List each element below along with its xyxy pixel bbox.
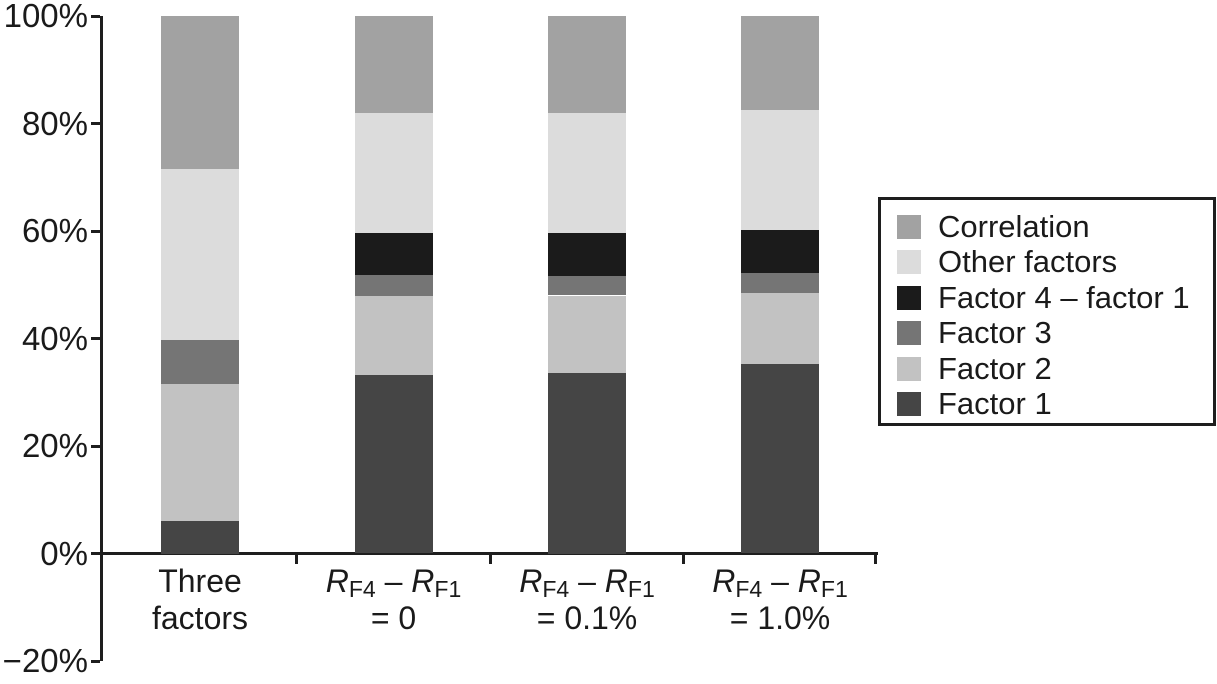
bar-segment: [741, 16, 819, 111]
x-category-label-part: Three: [158, 563, 242, 599]
x-category-label-part: R: [519, 563, 543, 599]
x-category-label-part: –: [375, 563, 412, 599]
legend-item: Factor 3: [897, 316, 1213, 352]
x-category-label-line: RF4 – RF1: [487, 563, 687, 603]
legend-item: Correlation: [897, 209, 1213, 245]
y-axis-tick-label: 60%: [21, 212, 88, 249]
bar-segment: [548, 373, 626, 554]
x-category-label-part: –: [762, 563, 798, 599]
x-category-label-part: F4: [348, 576, 376, 603]
bar-segment: [161, 383, 239, 522]
x-category-label-part: R: [604, 563, 628, 599]
bar-segment: [741, 293, 819, 365]
y-axis-tick: [91, 659, 100, 663]
legend-label: Factor 1: [938, 386, 1052, 422]
legend-item: Factor 4 – factor 1: [897, 280, 1213, 316]
x-category-label-part: F1: [627, 576, 655, 603]
x-axis-tick: [295, 552, 298, 564]
y-axis-line: [100, 16, 103, 661]
bar-segment: [161, 521, 239, 554]
bar-segment: [354, 296, 433, 375]
bar-segment: [161, 339, 239, 384]
legend-swatch: [897, 321, 921, 346]
bar-segment: [354, 374, 433, 554]
y-axis-tick: [91, 552, 100, 555]
x-category-label-line: factors: [100, 600, 300, 637]
legend-label: Factor 2: [938, 350, 1052, 386]
x-axis-tick: [682, 552, 685, 564]
legend-swatch: [897, 392, 921, 417]
legend-swatch: [897, 250, 921, 275]
legend-item: Factor 2: [897, 351, 1213, 387]
x-category-label-line: RF4 – RF1: [294, 563, 494, 603]
bar-segment: [548, 233, 626, 277]
bar-segment: [741, 229, 819, 274]
x-category-label: RF4 – RF1 = 0: [294, 563, 494, 637]
legend-label: Factor 4 – factor 1: [938, 279, 1190, 315]
y-axis-tick: [91, 14, 100, 18]
y-axis-tick-label: 80%: [21, 104, 88, 142]
bar-segment: [741, 273, 819, 294]
x-category-label-line: RF4 – RF1: [680, 563, 880, 603]
legend-item: Other factors: [897, 245, 1213, 281]
bar-segment: [548, 16, 626, 113]
bar-segment: [354, 112, 433, 234]
x-category-label-line: Three: [100, 563, 300, 600]
x-category-label: RF4 – RF1 = 0.1%: [487, 563, 687, 637]
bar-segment: [548, 112, 626, 234]
x-category-label-part: = 0: [370, 600, 417, 636]
legend-item: Factor 1: [897, 387, 1213, 423]
x-axis-tick: [488, 552, 492, 564]
x-category-label-line: = 1.0%: [680, 600, 880, 637]
y-axis-tick-label: 0%: [40, 534, 88, 572]
x-category-label-part: F4: [542, 576, 570, 603]
x-category-label-part: R: [797, 563, 821, 599]
y-axis-tick-label: −20%: [2, 642, 88, 679]
x-category-label-part: F1: [820, 576, 848, 603]
legend-label: Factor 3: [938, 315, 1052, 351]
bar-segment: [548, 295, 626, 374]
x-category-label-line: = 0.1%: [487, 600, 687, 637]
y-axis-tick-label: 20%: [21, 427, 88, 464]
x-axis-tick: [874, 552, 877, 564]
bar-segment: [741, 110, 819, 230]
bar-segment: [161, 16, 239, 170]
y-axis-tick-label: 100%: [3, 0, 88, 34]
bar-segment: [548, 276, 626, 296]
x-category-label-part: F1: [434, 576, 462, 603]
bar-segment: [161, 169, 239, 340]
legend-swatch: [897, 214, 921, 239]
bar-segment: [741, 364, 819, 554]
x-category-label-part: = 1.0%: [729, 600, 831, 636]
legend-swatch: [897, 356, 921, 381]
y-axis-tick: [91, 444, 100, 448]
x-category-label-part: R: [325, 563, 349, 599]
x-category-label-part: F4: [735, 576, 763, 603]
y-axis-tick: [91, 229, 100, 233]
y-axis-tick-label: 40%: [21, 319, 88, 357]
x-category-label-part: factors: [151, 600, 249, 636]
x-category-label-part: R: [712, 563, 736, 599]
x-category-label-line: = 0: [294, 600, 494, 637]
bar-segment: [354, 275, 433, 297]
y-axis-tick: [91, 337, 100, 340]
bar-segment: [354, 16, 433, 113]
x-category-label-part: = 0.1%: [536, 600, 638, 636]
legend-swatch: [897, 285, 921, 310]
x-category-label-part: R: [411, 563, 435, 599]
x-category-label: RF4 – RF1 = 1.0%: [680, 563, 880, 637]
legend-label: Correlation: [938, 208, 1090, 244]
y-axis-tick: [91, 122, 100, 125]
legend-box: Correlation Other factors Factor 4 – facto…: [878, 197, 1216, 426]
x-category-label-part: –: [569, 563, 605, 599]
bar-segment: [354, 233, 433, 276]
legend-label: Other factors: [938, 244, 1118, 280]
x-category-label: Three factors: [100, 563, 300, 637]
